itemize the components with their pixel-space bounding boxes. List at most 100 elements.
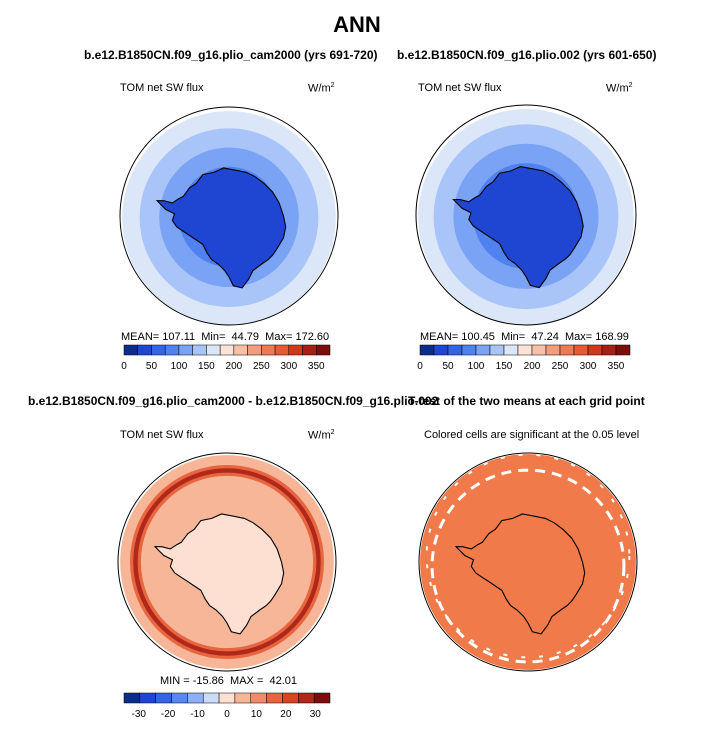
panel1-colorbar: 0 50 100 150 200 250 300 350: [121, 344, 331, 372]
panel1-map: [119, 106, 339, 326]
colorbar-tick-label-0: 0: [417, 361, 423, 372]
coastline: [153, 513, 285, 635]
colorbar-cell-14: [316, 344, 331, 356]
panel3-units: W/m2: [308, 429, 335, 442]
coastline: [452, 166, 584, 289]
colorbar-tick-label-3: 0: [224, 709, 230, 720]
colorbar-cell-4: [475, 344, 491, 356]
panel2-title: b.e12.B1850CN.f09_g16.plio.002 (yrs 601-…: [397, 48, 657, 62]
colorbar-cell-1: [433, 344, 449, 356]
colorbar-tick-label-1: 50: [442, 361, 454, 372]
colorbar-cell-8: [250, 692, 267, 704]
colorbar-tick-label-1: -20: [161, 709, 176, 720]
colorbar-cell-5: [192, 344, 207, 356]
colorbar-cell-11: [298, 692, 315, 704]
colorbar-cell-11: [274, 344, 290, 356]
colorbar-cell-2: [155, 692, 172, 704]
colorbar-cell-12: [288, 344, 303, 356]
colorbar-cell-5: [489, 344, 505, 356]
colorbar-cell-0: [123, 344, 138, 356]
panel2-colorbar: 0 50 100 150 200 250 300 350: [417, 344, 631, 372]
coastline: [155, 167, 287, 289]
coastline: [454, 513, 586, 635]
colorbar-cell-9: [545, 344, 561, 356]
continent-fill: [155, 514, 284, 634]
colorbar-cell-7: [234, 692, 252, 704]
colorbar-cell-3: [164, 344, 180, 356]
panel1-units: W/m2: [308, 82, 335, 95]
map-border: [117, 452, 337, 672]
colorbar-cell-9: [247, 344, 262, 356]
colorbar-tick-label-3: 150: [496, 361, 513, 372]
map-border: [415, 104, 637, 326]
panel3-stats: MIN = -15.86 MAX = 42.01: [160, 675, 298, 687]
colorbar-tick-label-4: 10: [251, 709, 263, 720]
colorbar-cell-7: [517, 344, 533, 356]
colorbar-cell-12: [313, 692, 331, 704]
colorbar-tick-label-3: 150: [198, 361, 215, 372]
colorbar-cell-0: [419, 344, 435, 356]
contour-band-peak: [133, 468, 321, 656]
panel4-map: [418, 452, 638, 672]
panel4-subtitle: Colored cells are significant at the 0.0…: [424, 429, 640, 441]
colorbar-cell-4: [187, 692, 204, 704]
map-border: [418, 452, 638, 672]
panel2-map: [415, 104, 637, 326]
colorbar-cell-13: [601, 344, 617, 356]
colorbar-tick-label-0: 0: [121, 361, 127, 372]
panel1-stats: MEAN= 107.11 Min= 44.79 Max= 172.60: [121, 331, 330, 343]
colorbar-cell-8: [531, 344, 547, 356]
colorbar-cell-1: [137, 344, 152, 356]
colorbar-cell-1: [139, 692, 156, 704]
colorbar-tick-label-2: 100: [171, 361, 188, 372]
colorbar-tick-label-0: -30: [131, 709, 146, 720]
panel4-title: T-test of the two means at each grid poi…: [408, 394, 645, 408]
colorbar-tick-label-4: 200: [226, 361, 243, 372]
colorbar-tick-label-7: 350: [608, 361, 625, 372]
panel1-title: b.e12.B1850CN.f09_g16.plio_cam2000 (yrs …: [84, 48, 378, 62]
colorbar-tick-label-2: 100: [468, 361, 485, 372]
colorbar-cell-2: [151, 344, 166, 356]
colorbar-cell-10: [559, 344, 575, 356]
colorbar-tick-label-6: 300: [580, 361, 597, 372]
panel3-title: b.e12.B1850CN.f09_g16.plio_cam2000 - b.e…: [28, 394, 439, 408]
colorbar-cell-5: [202, 692, 220, 704]
colorbar-cell-9: [266, 692, 283, 704]
significance-fill: [420, 454, 636, 670]
colorbar-tick-label-5: 250: [552, 361, 569, 372]
colorbar-cell-3: [171, 692, 188, 704]
continent-fill: [453, 166, 584, 288]
colorbar-cell-13: [302, 344, 317, 356]
colorbar-tick-label-6: 30: [310, 709, 322, 720]
colorbar-cell-11: [573, 344, 589, 356]
insignificant-ring: [430, 468, 626, 664]
colorbar-cell-7: [219, 344, 235, 356]
colorbar-tick-label-2: -10: [190, 709, 205, 720]
colorbar-cell-2: [447, 344, 463, 356]
colorbar-tick-label-5: 250: [253, 361, 270, 372]
colorbar-cell-0: [123, 692, 141, 704]
colorbar-tick-label-4: 200: [524, 361, 541, 372]
colorbar-cell-14: [615, 344, 631, 356]
colorbar-cell-12: [587, 344, 603, 356]
colorbar-cell-6: [503, 344, 519, 356]
page-title: ANN: [333, 12, 381, 37]
panel3-field-label: TOM net SW flux: [120, 429, 204, 441]
panel2-field-label: TOM net SW flux: [418, 82, 502, 94]
panel2-stats: MEAN= 100.45 Min= 47.24 Max= 168.99: [420, 331, 629, 343]
colorbar-cell-10: [261, 344, 276, 356]
colorbar-cell-3: [461, 344, 477, 356]
colorbar-tick-label-5: 20: [280, 709, 292, 720]
colorbar-tick-label-7: 350: [308, 361, 325, 372]
insignificant-ring-outer: [425, 453, 631, 659]
continent-fill: [157, 168, 286, 288]
panel3-map: [117, 452, 337, 672]
colorbar-cell-8: [233, 344, 248, 356]
colorbar-tick-label-6: 300: [280, 361, 297, 372]
panel2-units: W/m2: [606, 82, 633, 95]
colorbar-cell-10: [282, 692, 299, 704]
colorbar-cell-6: [206, 344, 221, 356]
panel3-colorbar: -30 -20 -10 0 10 20 30: [123, 692, 331, 720]
panel1-field-label: TOM net SW flux: [120, 82, 204, 94]
colorbar-cell-4: [178, 344, 193, 356]
